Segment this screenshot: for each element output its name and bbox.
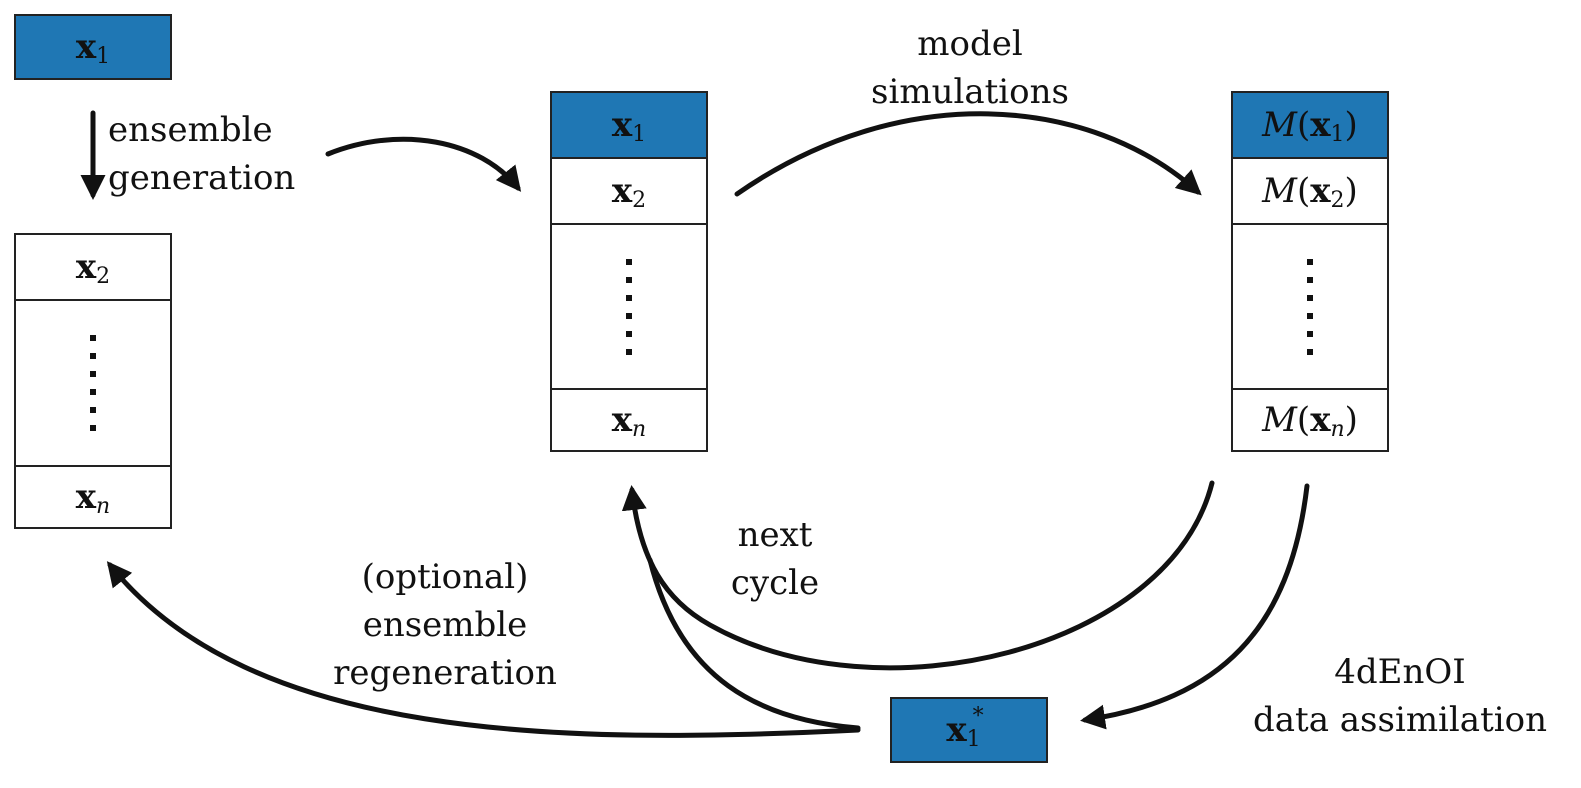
analysis-to-ensemble-arrow [647,557,861,731]
model-output-cell-n: M(x n) [1233,388,1387,450]
regeneration-label: (optional) ensemble regeneration [333,557,557,693]
assimilation-arrow [1080,483,1310,730]
regeneration-arrow [106,561,861,738]
analysis-state-box: x 1 * [890,697,1048,763]
state-symbol: x [75,27,97,67]
next-cycle-label: next cycle [730,515,820,603]
ensemble-cell-ellipsis [552,223,706,388]
ensemble-ellipsis [16,299,170,465]
model-output-ellipsis [1233,223,1387,388]
arrow-to-ensemble [325,136,522,192]
ensemble-generation-label: ensemble generation [108,110,296,198]
model-simulations-arrow [734,111,1202,197]
assimilation-label: 4dEnOI data assimilation [1253,652,1547,740]
analysis-state-cell: x 1 * [946,703,984,752]
state-subscript: 1 [96,43,111,69]
model-simulations-label: model simulations [871,24,1069,112]
model-output-cell-1: M(x 1) [1233,93,1387,157]
model-output-cell-2: M(x 2) [1233,157,1387,223]
model-output-box: M(x 1) M(x 2) M(x n) [1231,91,1389,452]
